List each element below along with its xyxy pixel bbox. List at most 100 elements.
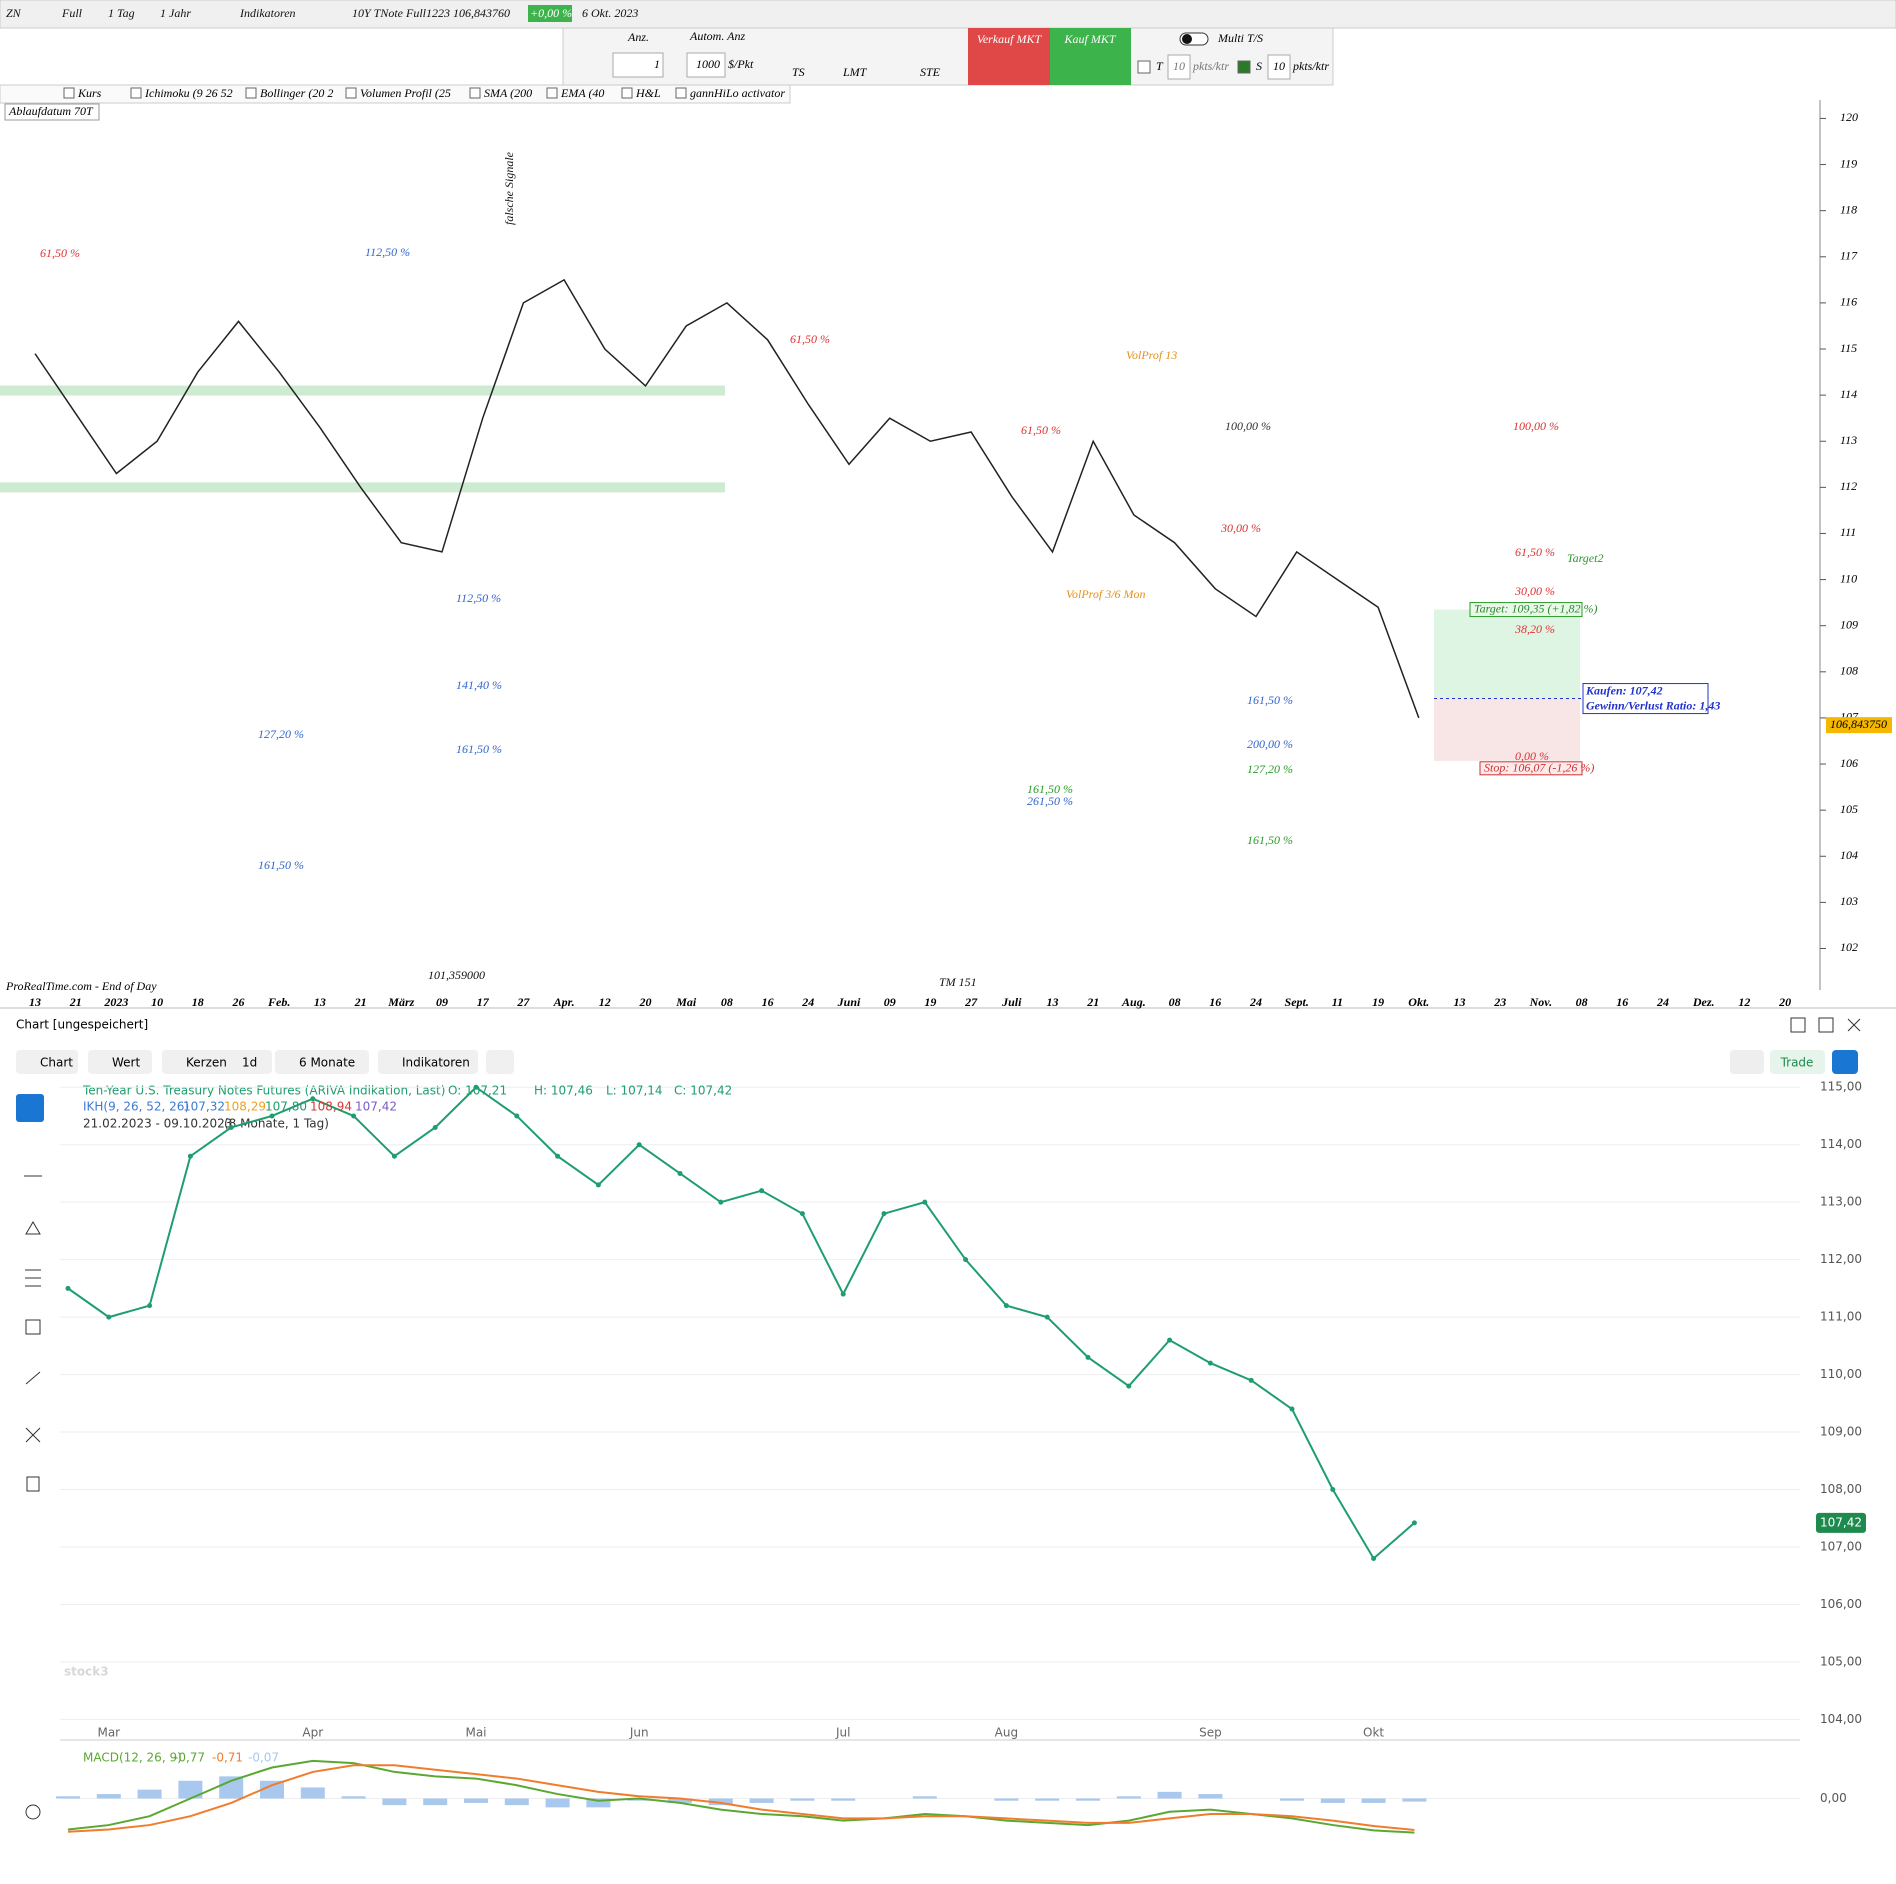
expand-icon[interactable] [1790,1017,1806,1033]
chart-annotation: 261,50 % [1027,794,1073,808]
t-input[interactable] [1167,54,1191,80]
toolbar-label[interactable]: Chart [40,1056,73,1070]
popout-icon[interactable] [1818,1017,1834,1033]
trade-label[interactable]: Trade [1780,1056,1814,1070]
indicator-label[interactable]: gannHiLo activator [690,86,785,100]
toolbar-item[interactable]: 10Y TNote Full1223 106,843760 [352,6,510,20]
tool-text[interactable] [25,1319,41,1335]
watermark: stock3 [64,1665,109,1679]
indicator-checkbox[interactable] [345,87,357,99]
toolbar-button[interactable] [88,1050,152,1074]
indicator-label[interactable]: SMA (200 [484,86,532,100]
expiry: Ablaufdatum 70T [8,104,94,118]
auto-qty[interactable]: Autom. Anz [689,29,745,43]
x-tick-label: 21 [1086,995,1099,1009]
toolbar-label[interactable]: Wert [112,1056,140,1070]
toolbar-label[interactable]: 6 Monate [299,1056,355,1070]
legend-ohlc: C: 107,42 [674,1084,732,1098]
tool-fib[interactable] [25,1269,41,1287]
indicator-checkbox[interactable] [621,87,633,99]
histogram-bar [994,1798,1019,1801]
indicator-checkbox[interactable] [675,87,687,99]
tool-triangle[interactable] [25,1221,41,1235]
y-tick-label: 104 [1840,848,1858,862]
y-tick-label: 106,00 [1820,1597,1862,1611]
sell-label[interactable]: Verkauf MKT [977,32,1043,46]
s-checkbox[interactable] [1237,60,1251,74]
toolbar-label[interactable]: Kerzen [186,1056,227,1070]
histogram-bar [1320,1798,1345,1803]
histogram-bar [56,1796,80,1799]
indicator-label[interactable]: Bollinger (20 2 [260,86,333,100]
s-input[interactable] [1267,54,1291,80]
toolbar-item[interactable]: 1 Tag [108,6,135,20]
x-tick-label: 21 [354,995,367,1009]
price-point [718,1199,724,1205]
point-value-input[interactable] [686,52,726,78]
price-point [1126,1383,1132,1389]
ts[interactable]: TS [792,65,805,79]
ste[interactable]: STE [920,65,941,79]
indicator-label[interactable]: EMA (40 [560,86,604,100]
toolbar-item[interactable]: Full [61,6,83,20]
sell-button[interactable] [968,28,1050,85]
toolbar-item[interactable]: ZN [6,6,22,20]
x-tick-label: Dez. [1692,995,1715,1009]
lmt[interactable]: LMT [842,65,868,79]
tool-list[interactable] [26,1476,40,1492]
indicator-checkbox[interactable] [245,87,257,99]
x-tick-label: Okt [1363,1726,1384,1740]
tool-settings[interactable] [25,1427,41,1443]
indicator-label[interactable]: Kurs [77,86,102,100]
toolbar-item[interactable]: Indikatoren [239,6,296,20]
y-tick-label: 118 [1840,202,1857,216]
indicator-label[interactable]: H&L [635,86,661,100]
toolbar-button[interactable] [275,1050,369,1074]
support-zone [0,385,725,396]
price-point [228,1124,234,1130]
toolbar-button[interactable] [16,1050,78,1074]
toolbar-item[interactable]: 1 Jahr [160,6,191,20]
toolbar-label[interactable]: 1d [242,1056,257,1070]
chart-annotation: 161,50 % [456,742,502,756]
tool-theme[interactable] [25,1804,41,1820]
legend-ikh-value: 108,94 [310,1100,352,1114]
indicator-checkbox[interactable] [546,87,558,99]
tool-arrow[interactable] [25,1371,41,1385]
panel-title: Chart [ungespeichert] [16,1018,148,1032]
expiry-box [4,103,100,121]
add-button[interactable] [1730,1050,1764,1074]
toolbar-label[interactable]: Indikatoren [402,1056,470,1070]
y-tick-label: 109 [1840,617,1858,631]
trade-button[interactable] [1770,1050,1825,1074]
collapse-button[interactable] [1832,1050,1858,1074]
x-tick-label: 19 [1372,995,1384,1009]
t-checkbox[interactable] [1137,60,1151,74]
histogram-bar [912,1796,937,1799]
toolbar-button[interactable] [236,1050,266,1074]
x-tick-label: Mar [97,1726,120,1740]
stock3-tool[interactable] [16,1094,44,1122]
legend-instrument: Ten-Year U.S. Treasury Notes Futures (AR… [82,1084,445,1098]
close-icon[interactable] [1847,1018,1861,1032]
indicator-checkbox[interactable] [130,87,142,99]
indicator-checkbox[interactable] [63,87,75,99]
toolbar-button[interactable] [486,1050,514,1074]
x-tick-label: 16 [1616,995,1628,1009]
buy-label[interactable]: Kauf MKT [1063,32,1116,46]
indicator-label[interactable]: Ichimoku (9 26 52 [144,86,233,100]
x-tick-label: 09 [436,995,448,1009]
last-price-label: 107,42 [1820,1515,1862,1529]
qty-input[interactable] [612,52,664,78]
y-tick-label: 116 [1840,295,1857,309]
chart-annotation: 61,50 % [1515,545,1555,559]
buy-button[interactable] [1050,28,1131,85]
indicator-label[interactable]: Volumen Profil (25 [360,86,451,100]
chart-annotation: 100,00 % [1513,419,1559,433]
x-tick-label: Sep [1199,1726,1222,1740]
histogram-bar [260,1780,284,1799]
toolbar-item[interactable]: 6 Okt. 2023 [582,6,638,20]
toolbar-item[interactable]: +0,00 % [530,6,572,20]
toolbar-button[interactable] [378,1050,478,1074]
indicator-checkbox[interactable] [469,87,481,99]
